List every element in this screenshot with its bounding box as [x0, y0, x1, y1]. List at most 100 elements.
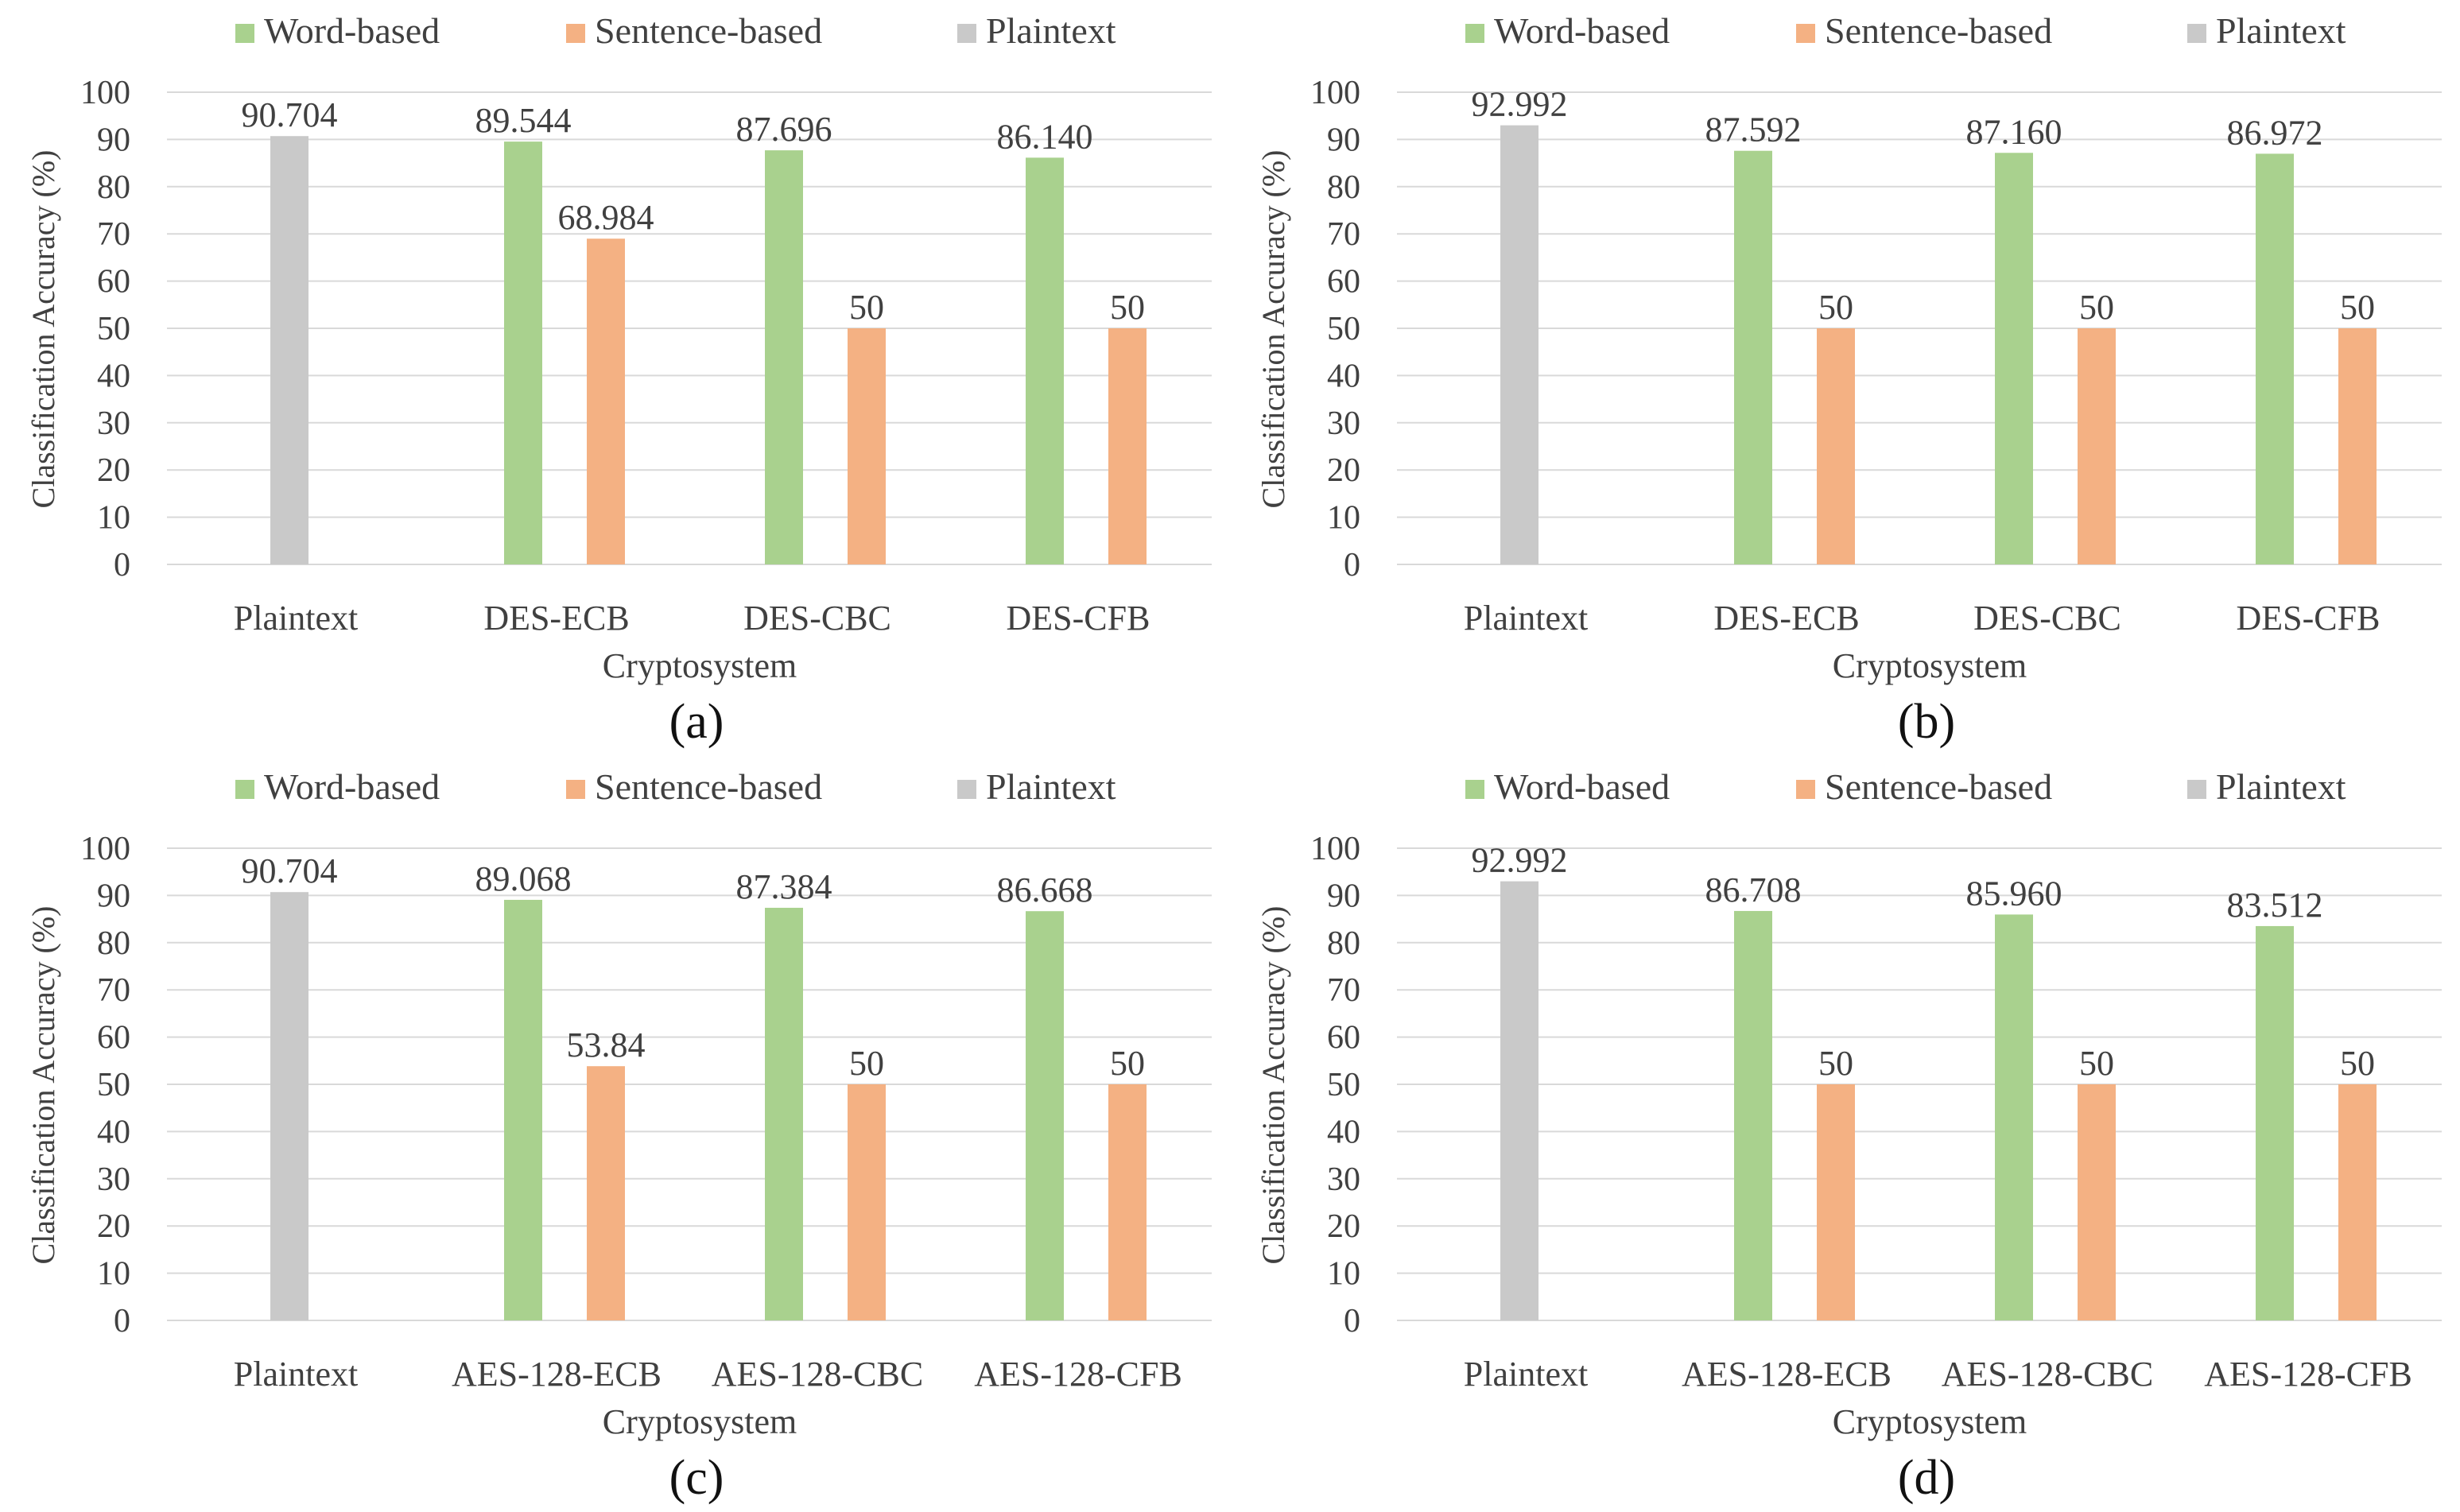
x-tick-label-aes-128-cbc: AES-128-CBC — [1942, 1355, 2153, 1394]
legend-label-sentence-based: Sentence-based — [595, 10, 822, 51]
y-tick-label: 60 — [97, 1020, 130, 1056]
x-tick-label-aes-128-cfb: AES-128-CFB — [974, 1355, 1182, 1394]
bar-word-based-aes-128-cfb — [1026, 911, 1064, 1320]
bar-sentence-based-aes-128-ecb — [1817, 1084, 1855, 1320]
data-label-word-based-des-cbc: 87.696 — [736, 110, 832, 149]
y-tick-label: 70 — [97, 972, 130, 1009]
x-tick-label-aes-128-cbc: AES-128-CBC — [712, 1355, 923, 1394]
legend-label-word-based: Word-based — [264, 10, 440, 51]
y-tick-label: 0 — [114, 1303, 130, 1339]
bar-sentence-based-aes-128-cbc — [848, 1084, 886, 1320]
data-label-sentence-based-des-ecb: 68.984 — [558, 198, 654, 237]
legend-label-plaintext: Plaintext — [986, 766, 1116, 807]
y-axis-label: Classification Accuracy (%) — [25, 150, 61, 509]
bar-plaintext-plaintext — [1500, 881, 1538, 1320]
y-tick-label: 20 — [97, 1208, 130, 1245]
bar-word-based-des-cfb — [1026, 157, 1064, 564]
y-tick-label: 60 — [97, 264, 130, 300]
legend-swatch-plaintext — [957, 24, 976, 43]
legend-swatch-plaintext — [957, 780, 976, 799]
y-tick-label: 40 — [1327, 1114, 1360, 1150]
data-label-sentence-based-des-cbc: 50 — [849, 288, 884, 327]
x-tick-label-des-cfb: DES-CFB — [2237, 599, 2380, 638]
y-tick-label: 90 — [97, 122, 130, 158]
bar-sentence-based-des-cfb — [1108, 328, 1147, 564]
y-axis-label: Classification Accuracy (%) — [25, 906, 61, 1265]
y-tick-label: 50 — [1327, 1067, 1360, 1103]
chart-panel-d: 0 10 20 30 40 50 60 70 80 90 100 92.992 Plaintext 86.… — [1230, 756, 2460, 1512]
data-label-sentence-based-des-ecb: 50 — [1818, 288, 1853, 327]
data-label-sentence-based-aes-128-cbc: 50 — [849, 1044, 884, 1083]
x-tick-label-des-ecb: DES-ECB — [483, 599, 629, 638]
y-tick-label: 60 — [1327, 264, 1360, 300]
x-tick-label-aes-128-cfb: AES-128-CFB — [2204, 1355, 2412, 1394]
data-label-word-based-des-ecb: 87.592 — [1705, 110, 1802, 149]
legend-label-word-based: Word-based — [264, 766, 440, 807]
legend-swatch-sentence-based — [1796, 780, 1815, 799]
bar-sentence-based-aes-128-cbc — [2078, 1084, 2116, 1320]
x-tick-label-plaintext: Plaintext — [1464, 599, 1588, 638]
legend-swatch-plaintext — [2187, 780, 2206, 799]
data-label-word-based-aes-128-cbc: 85.960 — [1966, 874, 2062, 913]
panel-caption: (a) — [669, 695, 724, 749]
data-label-sentence-based-aes-128-ecb: 53.84 — [567, 1025, 646, 1064]
data-label-word-based-aes-128-ecb: 89.068 — [475, 859, 572, 898]
data-label-sentence-based-aes-128-cbc: 50 — [2079, 1044, 2114, 1083]
legend-label-sentence-based: Sentence-based — [1825, 766, 2052, 807]
y-tick-label: 40 — [1327, 358, 1360, 394]
legend-swatch-word-based — [235, 780, 254, 799]
chart-d-svg: 0 10 20 30 40 50 60 70 80 90 100 92.992 Plaintext 86.… — [1255, 766, 2442, 1505]
x-axis-label: Cryptosystem — [1833, 1402, 2027, 1441]
bar-word-based-des-cfb — [2256, 153, 2294, 564]
y-tick-label: 20 — [1327, 1208, 1360, 1245]
bar-plaintext-plaintext — [1500, 125, 1538, 565]
x-tick-label-des-cfb: DES-CFB — [1007, 599, 1150, 638]
bar-word-based-aes-128-ecb — [1734, 910, 1772, 1320]
y-tick-label: 0 — [114, 547, 130, 583]
bar-word-based-des-cbc — [765, 150, 803, 564]
y-tick-label: 70 — [97, 216, 130, 253]
panel-caption: (b) — [1898, 695, 1955, 749]
bar-word-based-des-ecb — [504, 142, 542, 564]
chart-c-svg: 0 10 20 30 40 50 60 70 80 90 100 90.704 Plaintext 89.… — [25, 766, 1212, 1505]
legend-label-word-based: Word-based — [1494, 10, 1670, 51]
y-tick-label: 90 — [1327, 878, 1360, 914]
panel-caption: (c) — [669, 1451, 724, 1505]
legend-label-plaintext: Plaintext — [2216, 766, 2346, 807]
y-tick-label: 30 — [1327, 405, 1360, 442]
data-label-word-based-aes-128-cfb: 83.512 — [2227, 886, 2323, 925]
data-label-word-based-des-cfb: 86.972 — [2227, 113, 2323, 152]
x-tick-label-plaintext: Plaintext — [234, 599, 358, 638]
legend-swatch-word-based — [1465, 24, 1484, 43]
bar-sentence-based-aes-128-ecb — [587, 1066, 625, 1320]
y-tick-label: 80 — [1327, 925, 1360, 962]
y-tick-label: 10 — [1327, 500, 1360, 537]
x-tick-label-des-ecb: DES-ECB — [1713, 599, 1859, 638]
bar-word-based-aes-128-cfb — [2256, 925, 2294, 1320]
y-tick-label: 20 — [1327, 452, 1360, 489]
chart-panel-b: 0 10 20 30 40 50 60 70 80 90 100 92.992 Plaintext 87.… — [1230, 0, 2460, 756]
y-tick-label: 40 — [97, 1114, 130, 1150]
data-label-sentence-based-des-cbc: 50 — [2079, 288, 2114, 327]
y-tick-label: 70 — [1327, 972, 1360, 1009]
data-label-sentence-based-aes-128-ecb: 50 — [1818, 1044, 1853, 1083]
bar-word-based-aes-128-cbc — [1995, 914, 2033, 1320]
data-label-word-based-des-cbc: 87.160 — [1966, 112, 2062, 151]
y-axis-label: Classification Accuracy (%) — [1255, 150, 1291, 509]
y-tick-label: 30 — [97, 1161, 130, 1198]
y-tick-label: 0 — [1344, 547, 1360, 583]
bar-plaintext-plaintext — [270, 892, 308, 1320]
chart-panel-a: 0 10 20 30 40 50 60 70 80 90 100 90.704 Plaintext 89.… — [0, 0, 1230, 756]
x-tick-label-des-cbc: DES-CBC — [1973, 599, 2121, 638]
x-axis-label: Cryptosystem — [603, 646, 797, 685]
data-label-plaintext-plaintext: 92.992 — [1472, 85, 1568, 124]
legend-swatch-plaintext — [2187, 24, 2206, 43]
data-label-sentence-based-aes-128-cfb: 50 — [1110, 1044, 1145, 1083]
y-tick-label: 60 — [1327, 1020, 1360, 1056]
legend-swatch-word-based — [235, 24, 254, 43]
legend-swatch-sentence-based — [1796, 24, 1815, 43]
chart-b-svg: 0 10 20 30 40 50 60 70 80 90 100 92.992 Plaintext 87.… — [1255, 10, 2442, 749]
bar-word-based-des-ecb — [1734, 150, 1772, 565]
bar-sentence-based-des-cfb — [2338, 328, 2377, 564]
bar-sentence-based-des-ecb — [1817, 328, 1855, 564]
